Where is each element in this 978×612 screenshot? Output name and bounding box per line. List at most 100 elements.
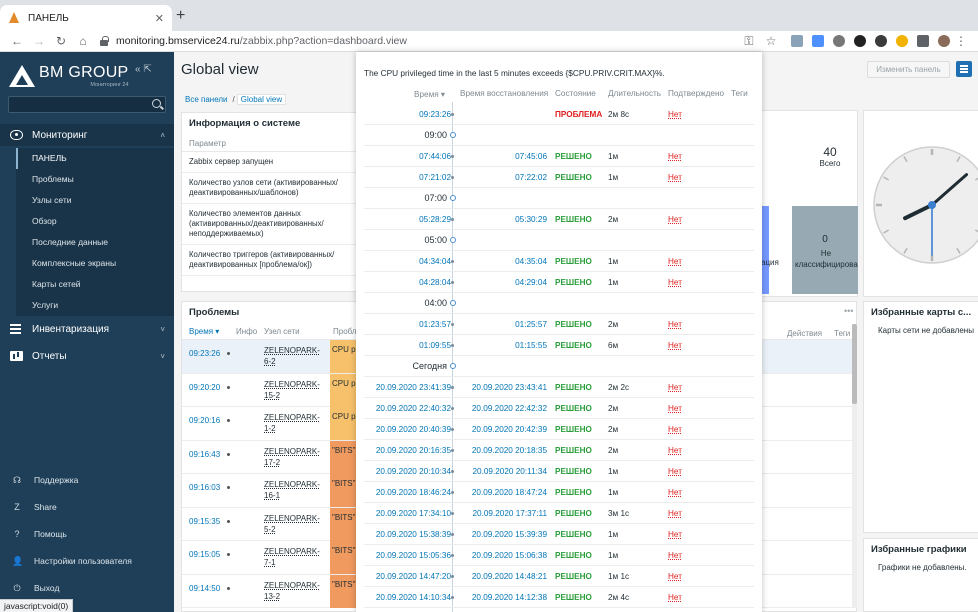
problem-description-cell[interactable]: CPU p <box>330 373 356 407</box>
back-arrow-icon[interactable]: ← <box>11 34 23 48</box>
event-recovery-time-link[interactable]: 20.09.2020 20:11:34 <box>472 467 547 476</box>
event-ack-link[interactable]: Нет <box>668 320 682 329</box>
extension-off-icon[interactable] <box>812 35 824 47</box>
close-tab-icon[interactable]: ✕ <box>154 12 164 25</box>
extension-circle-icon[interactable] <box>875 35 887 47</box>
event-time-link[interactable]: 07:44:06 <box>419 152 451 161</box>
widget-options-icon[interactable]: ••• <box>844 306 854 316</box>
browser-menu-icon[interactable]: ⋮ <box>955 34 967 48</box>
event-recovery-time-link[interactable]: 04:35:04 <box>515 257 547 266</box>
event-recovery-time-link[interactable]: 20.09.2020 18:47:24 <box>471 488 547 497</box>
severity-cell-not-classified[interactable] <box>792 206 858 294</box>
dashboard-actions-menu-icon[interactable] <box>956 61 972 77</box>
problem-host-link[interactable]: ZELENOPARK-6-2 <box>264 346 320 366</box>
problem-description-cell[interactable]: "BITS" type a <box>330 507 356 541</box>
event-recovery-time-link[interactable]: 07:22:02 <box>515 173 547 182</box>
event-time-link[interactable]: 20.09.2020 23:41:39 <box>375 383 451 392</box>
sidebar-support[interactable]: ☊ Поддержка <box>0 469 174 491</box>
event-recovery-time-link[interactable]: 05:30:29 <box>515 215 547 224</box>
event-ack-link[interactable]: Нет <box>668 215 682 224</box>
event-time-link[interactable]: 09:23:26 <box>419 110 451 119</box>
event-ack-link[interactable]: Нет <box>668 551 682 560</box>
sidebar-share[interactable]: Z Share <box>0 496 174 518</box>
event-time-link[interactable]: 20.09.2020 15:38:39 <box>375 530 451 539</box>
bookmark-star-icon[interactable]: ☆ <box>765 34 777 48</box>
problem-time-link[interactable]: 09:20:16 <box>189 416 221 425</box>
address-bar[interactable]: monitoring.bmservice24.ru/zabbix.php?act… <box>100 33 738 50</box>
event-recovery-time-link[interactable]: 04:29:04 <box>515 278 547 287</box>
sidebar-section-reports[interactable]: Отчеты ˅ <box>0 345 174 367</box>
profile-avatar[interactable] <box>938 35 950 47</box>
event-recovery-time-link[interactable]: 20.09.2020 15:06:38 <box>471 551 547 560</box>
problem-time-link[interactable]: 09:16:03 <box>189 483 221 492</box>
extension-yellow-icon[interactable] <box>896 35 908 47</box>
new-tab-plus-icon[interactable]: + <box>176 7 186 24</box>
problem-host-link[interactable]: ZELENOPARK-7-1 <box>264 547 320 567</box>
event-ack-link[interactable]: Нет <box>668 530 682 539</box>
sidebar-item-problems[interactable]: Проблемы <box>32 174 74 184</box>
sidebar-help[interactable]: ? Помощь <box>0 523 174 545</box>
event-recovery-time-link[interactable]: 20.09.2020 14:48:21 <box>471 572 547 581</box>
event-recovery-time-link[interactable]: 20.09.2020 15:39:39 <box>471 530 547 539</box>
extensions-puzzle-icon[interactable] <box>917 35 929 47</box>
event-ack-link[interactable]: Нет <box>668 173 682 182</box>
event-recovery-time-link[interactable]: 01:25:57 <box>515 320 547 329</box>
event-ack-link[interactable]: Нет <box>668 425 682 434</box>
event-recovery-time-link[interactable]: 01:15:55 <box>515 341 547 350</box>
problem-host-link[interactable]: ZELENOPARK-1-2 <box>264 413 320 433</box>
event-time-link[interactable]: 20.09.2020 15:05:36 <box>375 551 451 560</box>
event-recovery-time-link[interactable]: 20.09.2020 20:18:35 <box>471 446 547 455</box>
event-recovery-time-link[interactable]: 20.09.2020 22:42:32 <box>471 404 547 413</box>
sidebar-item-dashboard[interactable]: ПАНЕЛЬ <box>16 148 174 169</box>
event-time-link[interactable]: 20.09.2020 14:47:20 <box>375 572 451 581</box>
event-ack-link[interactable]: Нет <box>668 341 682 350</box>
problem-description-cell[interactable]: CPU p <box>330 340 356 373</box>
sidebar-search-input[interactable] <box>8 96 166 113</box>
event-ack-link[interactable]: Нет <box>668 383 682 392</box>
problem-time-link[interactable]: 09:16:43 <box>189 449 221 459</box>
event-ack-link[interactable]: Нет <box>668 152 682 161</box>
problem-description-cell[interactable]: "BITS" type a <box>330 474 356 507</box>
event-time-link[interactable]: 20.09.2020 22:40:32 <box>375 404 451 413</box>
event-time-link[interactable]: 04:28:04 <box>419 278 451 287</box>
problem-description-cell[interactable]: "BITS" type a <box>330 541 356 574</box>
problem-time-link[interactable]: 09:15:35 <box>189 516 221 526</box>
event-time-link[interactable]: 20.09.2020 20:10:34 <box>375 467 451 476</box>
problem-host-link[interactable]: ZELENOPARK-13-2 <box>264 580 320 601</box>
problem-description-cell[interactable]: CPU p <box>330 407 356 440</box>
column-header-host[interactable]: Узел сети <box>264 327 300 336</box>
column-header-problem[interactable]: Пробл <box>333 327 357 336</box>
problem-time-link[interactable]: 09:20:20 <box>189 382 221 392</box>
event-time-link[interactable]: 20.09.2020 20:40:39 <box>375 425 451 434</box>
event-time-link[interactable]: 04:34:04 <box>419 257 451 266</box>
event-time-link[interactable]: 20.09.2020 17:34:10 <box>375 509 451 518</box>
problem-time-link[interactable]: 09:23:26 <box>189 349 221 358</box>
event-time-link[interactable]: 20.09.2020 18:46:24 <box>375 488 451 497</box>
event-ack-link[interactable]: Нет <box>668 257 682 266</box>
sidebar-logout[interactable]: ⏻ Выход <box>0 577 174 599</box>
event-ack-link[interactable]: Нет <box>668 467 682 476</box>
event-time-link[interactable]: 05:28:29 <box>419 215 451 224</box>
reload-icon[interactable]: ↻ <box>55 34 67 48</box>
sidebar-item-hosts[interactable]: Узлы сети <box>32 195 72 205</box>
event-recovery-time-link[interactable]: 20.09.2020 14:12:38 <box>471 593 547 602</box>
sidebar-item-overview[interactable]: Обзор <box>32 216 57 226</box>
event-time-link[interactable]: 20.09.2020 14:10:34 <box>375 593 451 602</box>
problem-host-link[interactable]: ZELENOPARK-17-2 <box>264 446 320 467</box>
extension-gear-icon[interactable] <box>833 35 845 47</box>
brand-logo[interactable]: BM GROUP Мониторинг 24 <box>9 62 129 90</box>
event-recovery-time-link[interactable]: 20.09.2020 20:42:39 <box>471 425 547 434</box>
event-time-link[interactable]: 01:23:57 <box>419 320 451 329</box>
event-recovery-time-link[interactable]: 20.09.2020 17:37:11 <box>472 509 547 518</box>
home-icon[interactable]: ⌂ <box>79 34 87 48</box>
problem-description-cell[interactable]: "BITS" type a <box>330 574 356 608</box>
event-ack-link[interactable]: Нет <box>668 110 682 119</box>
event-time-link[interactable]: 07:21:02 <box>419 173 451 182</box>
breadcrumb-all-dashboards[interactable]: Все панели <box>185 95 228 104</box>
event-time-link[interactable]: 20.09.2020 20:16:35 <box>375 446 451 455</box>
problem-host-link[interactable]: ZELENOPARK-16-1 <box>264 480 320 500</box>
key-icon[interactable]: ⚿ <box>744 34 754 48</box>
extension-a-icon[interactable] <box>854 35 866 47</box>
sidebar-user-settings[interactable]: 👤 Настройки пользователя <box>0 550 174 572</box>
problem-time-link[interactable]: 09:14:50 <box>189 583 221 593</box>
